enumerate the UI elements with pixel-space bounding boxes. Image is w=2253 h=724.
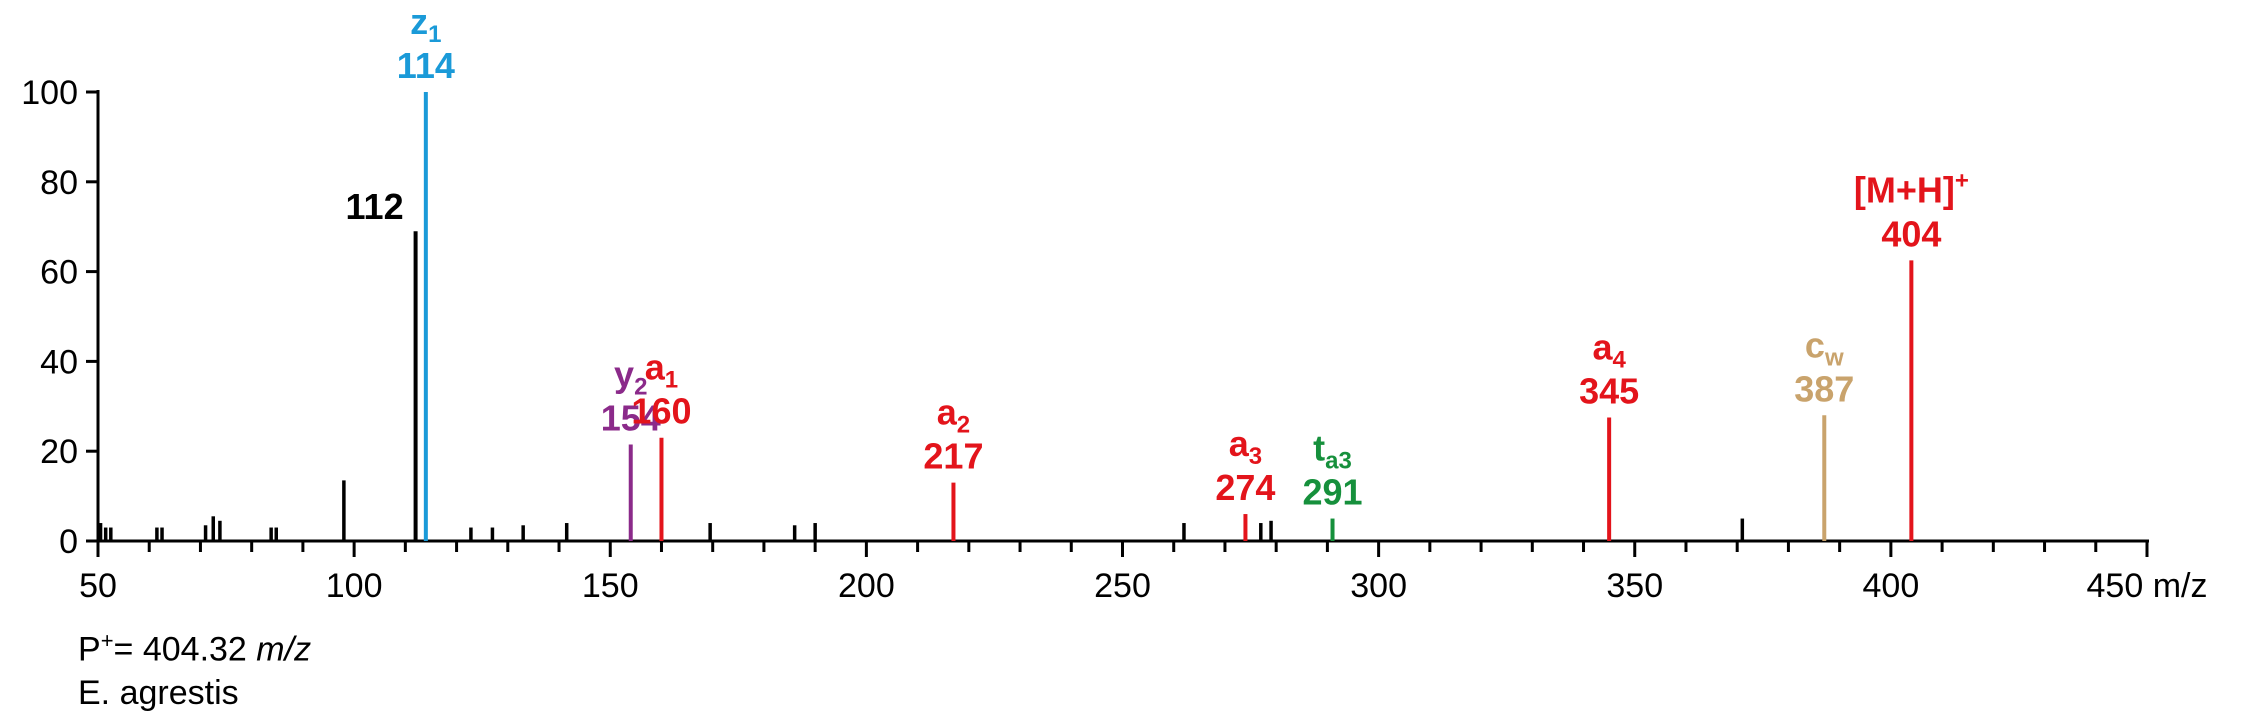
x-tick-label: 50 (79, 567, 117, 605)
y-tick-label: 0 (59, 523, 78, 561)
peak-ion-label: y2 (614, 353, 647, 400)
precursor-value: = 404.32 (113, 630, 257, 669)
peak-labels: 112114z1154y2160a1217a2274a3291ta3345a43… (346, 1, 1969, 513)
y-tick-label: 80 (40, 164, 78, 202)
precursor-unit: m/z (256, 630, 312, 669)
ion-subscript: a3 (1325, 448, 1352, 475)
precursor-charge: + (100, 628, 114, 653)
peak-ion-label: [M+H]+ (1854, 167, 1969, 210)
peak-ion-label: ta3 (1313, 428, 1352, 475)
x-tick-label: 150 (582, 567, 639, 605)
x-tick-label: 250 (1094, 567, 1151, 605)
ion-subscript: 2 (634, 373, 647, 400)
peak-ion-label: a2 (937, 392, 970, 439)
precursor-mass-note: P+= 404.32 m/z (78, 628, 311, 669)
peak-ion-label: a4 (1592, 327, 1626, 374)
ion-subscript: 1 (428, 21, 441, 48)
peak-ion-label: z1 (410, 1, 441, 48)
y-axis: 0 20 40 60 80 100 (21, 74, 100, 561)
precursor-prefix: P (78, 630, 101, 669)
ion-subscript: w (1824, 344, 1844, 371)
x-unit-label: m/z (2143, 567, 2207, 605)
y-tick-label: 20 (40, 433, 78, 471)
peak-mz-label: 154 (601, 397, 661, 438)
species-name: E. agrestis (78, 674, 239, 712)
peak-mz-label: 387 (1794, 368, 1854, 409)
peak-mz-label: 114 (397, 45, 455, 86)
peak-mz-label: 345 (1579, 371, 1639, 412)
x-tick-label: 350 (1606, 567, 1663, 605)
x-tick-label: 300 (1350, 567, 1407, 605)
peak-mz-label: 217 (923, 436, 983, 477)
y-tick-label: 40 (40, 343, 78, 381)
ion-subscript: 4 (1612, 347, 1626, 374)
ion-subscript: 1 (665, 367, 678, 394)
y-tick-label: 60 (40, 254, 78, 292)
peak-ion-label: cw (1805, 324, 1844, 371)
peak-ion-label: a1 (645, 347, 678, 394)
peak-mz-label: 160 (631, 391, 691, 432)
x-tick-label: 400 (1863, 567, 1920, 605)
x-axis: 50 100 150 200 250 300 350 400 450 m/z (79, 539, 2208, 605)
ion-superscript: + (1955, 167, 1969, 194)
ion-subscript: 2 (957, 412, 970, 439)
peak-mz-label: 404 (1881, 213, 1941, 254)
x-tick-label: 200 (838, 567, 895, 605)
peak-ion-label: a3 (1229, 423, 1262, 470)
peak-mz-label: 274 (1215, 467, 1275, 508)
peak-label: 112 (346, 186, 404, 227)
y-tick-label: 100 (21, 74, 78, 112)
ion-subscript: 3 (1249, 443, 1262, 470)
x-tick-label: 100 (326, 567, 383, 605)
peak-mz-label: 291 (1302, 472, 1362, 513)
peaks (98, 92, 1914, 541)
x-tick-label: 450 m/z (2087, 567, 2208, 605)
